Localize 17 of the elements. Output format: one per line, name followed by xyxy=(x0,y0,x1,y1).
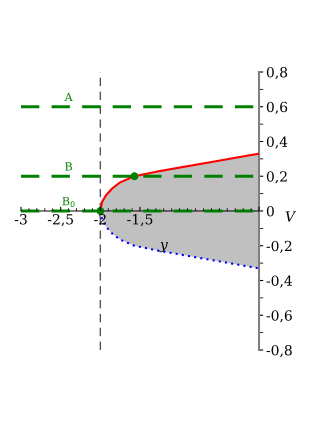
y-tick-label: 0,2 xyxy=(266,171,287,184)
x-axis-title: y xyxy=(159,242,168,252)
ref-line-label: A xyxy=(64,92,73,101)
y-tick-label: 0,6 xyxy=(266,102,288,114)
x-tick-label: -3 xyxy=(14,214,27,225)
ref-line-label: B$_{0}$ xyxy=(62,197,75,208)
y-axis-title: V xyxy=(286,211,296,222)
x-tick-label: -1,5 xyxy=(127,214,152,226)
y-tick-label: -0,6 xyxy=(266,310,292,322)
y-tick-label: 0,4 xyxy=(266,136,288,149)
ref-line-label: B xyxy=(65,162,72,170)
y-tick-label: -0,4 xyxy=(266,275,292,288)
y-tick-label: 0,8 xyxy=(266,66,288,80)
y-tick-label: -0,8 xyxy=(266,344,292,358)
y-tick-label: 0 xyxy=(266,206,274,216)
y-tick-label: -0,2 xyxy=(266,240,292,253)
x-tick-label: -2,5 xyxy=(48,214,73,226)
